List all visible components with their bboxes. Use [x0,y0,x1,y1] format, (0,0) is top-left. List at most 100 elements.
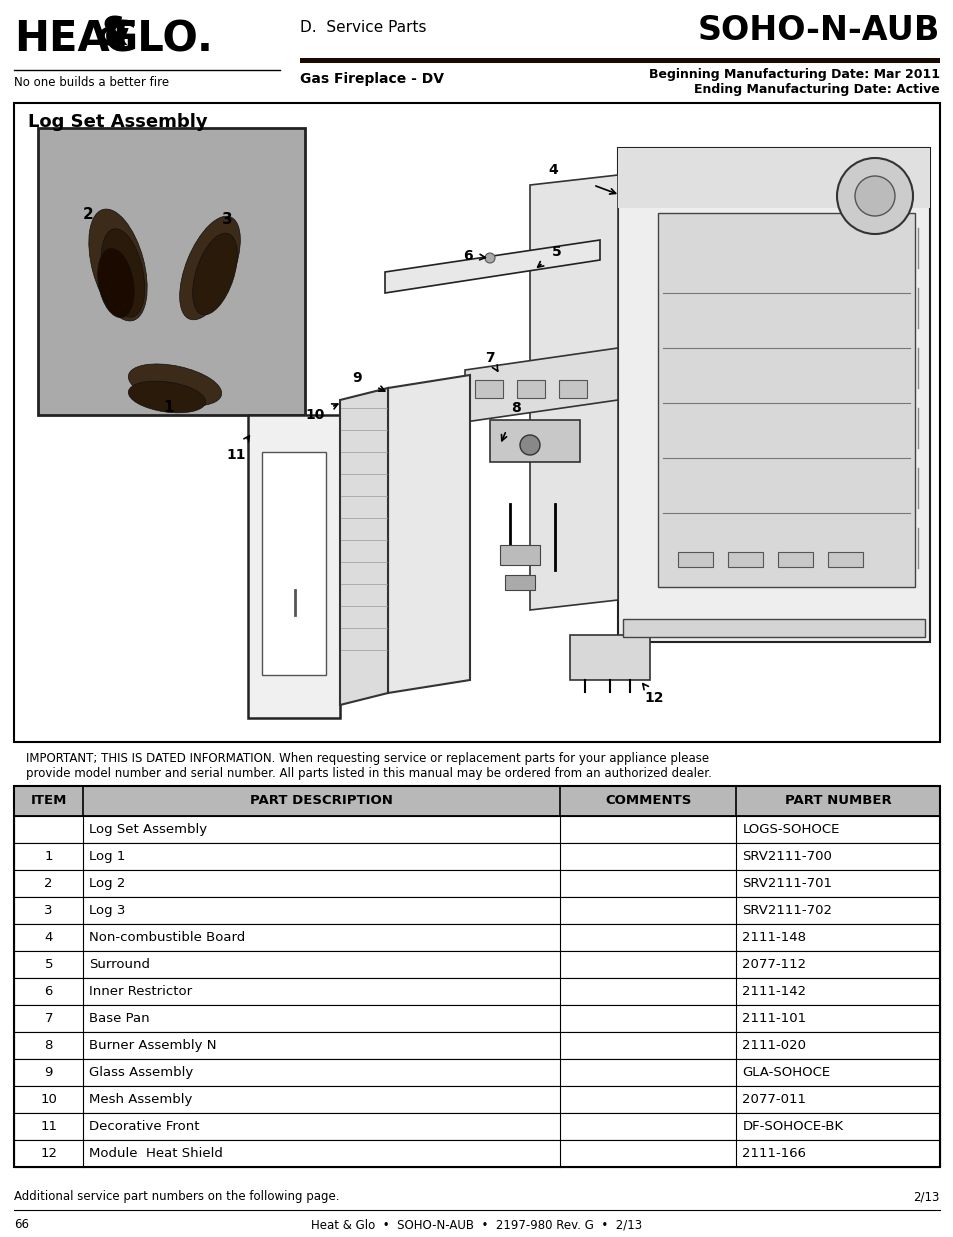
Bar [299,58,939,63]
Bar [14,785,939,816]
Text: 2077-011: 2077-011 [741,1094,805,1106]
Text: D.  Service Parts: D. Service Parts [299,20,426,35]
Text: provide model number and serial number. All parts listed in this manual may be o: provide model number and serial number. … [26,767,711,781]
Text: COMMENTS: COMMENTS [604,794,691,808]
Text: LOGS-SOHOCE: LOGS-SOHOCE [741,823,839,836]
Bar [558,380,586,398]
Circle shape [484,254,495,263]
Text: Inner Restrictor: Inner Restrictor [90,985,193,998]
Bar [727,552,762,567]
Text: 2111-166: 2111-166 [741,1147,805,1160]
Text: 6: 6 [463,249,473,263]
Bar [14,1004,939,1032]
Bar [248,414,339,717]
Bar [14,1059,939,1086]
Text: DF-SOHOCE-BK: DF-SOHOCE-BK [741,1119,842,1133]
Text: Non-combustible Board: Non-combustible Board [90,931,246,944]
Text: Surround: Surround [90,957,151,971]
Text: 2077-112: 2077-112 [741,957,805,971]
Text: Heat & Glo  •  SOHO-N-AUB  •  2197-980 Rev. G  •  2/13: Heat & Glo • SOHO-N-AUB • 2197-980 Rev. … [311,1218,642,1231]
Text: IMPORTANT; THIS IS DATED INFORMATION. When requesting service or replacement par: IMPORTANT; THIS IS DATED INFORMATION. Wh… [26,752,708,764]
Bar [517,380,544,398]
Bar [14,897,939,924]
Bar [678,552,712,567]
Text: 66: 66 [14,1218,29,1231]
Text: 2: 2 [45,877,53,889]
Text: 12: 12 [40,1147,57,1160]
Text: 10: 10 [305,408,324,422]
Text: Decorative Front: Decorative Front [90,1119,200,1133]
Text: Burner Assembly N: Burner Assembly N [90,1039,216,1051]
Bar [490,421,579,461]
Bar [475,380,502,398]
Ellipse shape [129,381,206,413]
Bar [622,618,924,637]
Text: 9: 9 [352,371,361,385]
Bar [14,1113,939,1141]
Text: 9: 9 [45,1066,52,1079]
Bar [658,213,914,588]
Text: 2111-148: 2111-148 [741,931,805,944]
Text: 5: 5 [552,245,561,259]
Text: 8: 8 [511,401,520,414]
Text: Log Set Assembly: Log Set Assembly [28,113,208,131]
Text: 10: 10 [40,1094,57,1106]
Bar [569,635,649,680]
Text: 12: 12 [643,691,663,705]
Text: 4: 4 [548,163,558,177]
Bar [778,552,812,567]
Polygon shape [385,240,599,293]
Text: ITEM: ITEM [30,794,67,808]
Polygon shape [388,375,470,693]
Text: 11: 11 [40,1119,57,1133]
Text: SRV2111-700: SRV2111-700 [741,850,831,863]
Text: 5: 5 [45,957,53,971]
Text: Ending Manufacturing Date: Active: Ending Manufacturing Date: Active [694,83,939,96]
Bar [827,552,862,567]
Text: Additional service part numbers on the following page.: Additional service part numbers on the f… [14,1190,339,1204]
Polygon shape [530,174,618,610]
Text: HEAT: HEAT [14,19,135,61]
Bar [262,452,326,675]
Text: 7: 7 [485,351,495,365]
Ellipse shape [179,216,240,320]
Text: PART NUMBER: PART NUMBER [784,794,891,808]
Bar [14,978,939,1004]
Ellipse shape [101,229,145,317]
Bar [504,575,535,590]
Text: PART DESCRIPTION: PART DESCRIPTION [251,794,393,808]
Text: &: & [97,16,131,54]
Bar [499,546,539,565]
Text: 7: 7 [45,1012,53,1025]
Circle shape [519,435,539,455]
Bar [14,785,939,1166]
Text: 1: 1 [45,850,53,863]
Polygon shape [339,388,388,705]
Text: SOHO-N-AUB: SOHO-N-AUB [697,14,939,47]
Ellipse shape [97,249,134,318]
Text: SRV2111-701: SRV2111-701 [741,877,831,889]
Bar [14,1141,939,1166]
Circle shape [836,158,912,234]
Bar [618,148,929,208]
Text: Glass Assembly: Glass Assembly [90,1066,193,1079]
Bar [14,924,939,951]
Text: Mesh Assembly: Mesh Assembly [90,1094,193,1106]
Text: 2111-142: 2111-142 [741,985,805,998]
Ellipse shape [89,209,147,320]
Bar [14,951,939,978]
Text: Beginning Manufacturing Date: Mar 2011: Beginning Manufacturing Date: Mar 2011 [648,68,939,80]
Text: SRV2111-702: SRV2111-702 [741,904,831,917]
Bar [14,816,939,842]
Bar [14,870,939,897]
Text: 11: 11 [226,448,246,461]
Text: Log 3: Log 3 [90,904,126,917]
Text: 2111-101: 2111-101 [741,1012,805,1025]
Bar [618,148,929,642]
Text: 4: 4 [45,931,52,944]
Text: GLO.: GLO. [104,19,213,61]
Bar [14,842,939,870]
Text: 3: 3 [222,212,233,228]
Text: 6: 6 [45,985,52,998]
Text: Base Pan: Base Pan [90,1012,150,1025]
